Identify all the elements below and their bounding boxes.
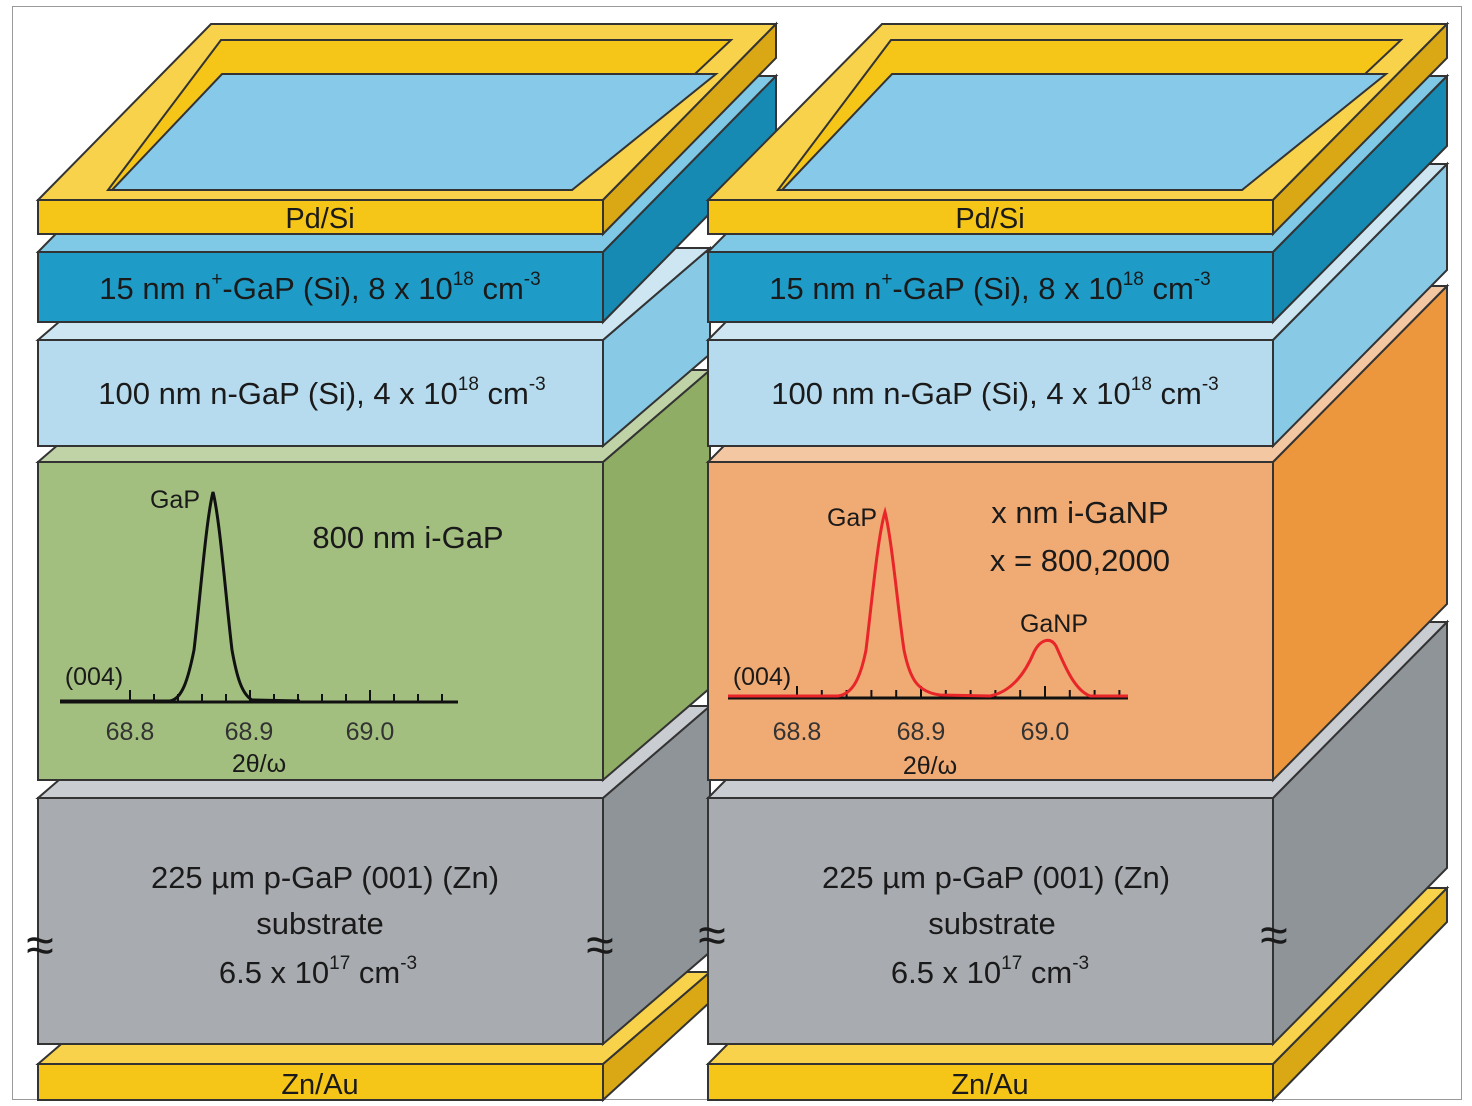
right-xrd-peak2-label: GaNP (1020, 610, 1088, 638)
left-xrd-tick-label-2: 69.0 (346, 718, 395, 746)
left-break-mark-left: ≈ (26, 917, 53, 973)
left-xrd-peak-label: GaP (150, 486, 200, 514)
right-xrd-reflection: (004) (733, 663, 791, 691)
right-top-contact: Pd/Si (705, 21, 1450, 237)
right-substrate-line2: substrate (928, 906, 1056, 941)
left-substrate-line2: substrate (256, 906, 384, 941)
right-xrd-inset: GaP GaNP (004) 68.8 68.9 69.0 2θ/ω (728, 504, 1128, 780)
right-bottom-contact-label: Zn/Au (951, 1069, 1028, 1101)
right-break-mark-right: ≈ (1260, 907, 1287, 963)
left-stack: Zn/Au 225 µm p-GaP (001) (Zn) substrate … (26, 21, 779, 1103)
left-xrd-xlabel: 2θ/ω (232, 750, 286, 778)
right-ngap-label: 100 nm n-GaP (Si), 4 x 1018 cm-3 (771, 374, 1219, 411)
left-ngap-label: 100 nm n-GaP (Si), 4 x 1018 cm-3 (98, 374, 546, 411)
right-break-mark-left: ≈ (698, 907, 725, 963)
left-bottom-contact-label: Zn/Au (281, 1069, 358, 1101)
right-substrate-line1: 225 µm p-GaP (001) (Zn) (822, 860, 1170, 895)
left-xrd-tick-label-0: 68.8 (106, 718, 155, 746)
right-intrinsic-line1: x nm i-GaNP (991, 495, 1168, 530)
left-substrate-line1: 225 µm p-GaP (001) (Zn) (151, 860, 499, 895)
left-substrate-line3: 6.5 x 1017 cm-3 (219, 953, 417, 990)
right-xrd-xlabel: 2θ/ω (903, 752, 957, 780)
left-top-contact-label: Pd/Si (285, 203, 354, 235)
left-xrd-reflection: (004) (65, 663, 123, 691)
right-xrd-tick-label-0: 68.8 (773, 718, 822, 746)
left-break-mark-right: ≈ (586, 917, 613, 973)
left-xrd-curve (60, 491, 301, 703)
left-intrinsic-label: 800 nm i-GaP (312, 520, 503, 555)
right-top-contact-label: Pd/Si (955, 203, 1024, 235)
right-intrinsic-line2: x = 800,2000 (990, 543, 1170, 578)
right-substrate-line3: 6.5 x 1017 cm-3 (891, 953, 1089, 990)
right-intrinsic-layer: x nm i-GaNP x = 800,2000 GaP GaNP (004) … (705, 283, 1450, 783)
right-xrd-tick-label-1: 68.9 (897, 718, 946, 746)
right-window (779, 73, 1389, 191)
left-xrd-tick-label-1: 68.9 (225, 718, 274, 746)
left-nplus-label: 15 nm n+-GaP (Si), 8 x 1018 cm-3 (99, 269, 540, 306)
right-xrd-peak-label: GaP (827, 504, 877, 532)
left-window (109, 73, 719, 191)
right-xrd-tick-label-2: 69.0 (1021, 718, 1070, 746)
left-xrd-inset: GaP (004) 68.8 68.9 69.0 2θ/ω (60, 486, 458, 778)
left-top-contact: Pd/Si (35, 21, 779, 237)
right-stack: Zn/Au 225 µm p-GaP (001) (Zn) substrate … (698, 21, 1450, 1103)
right-xrd-curve (728, 506, 1128, 698)
right-nplus-label: 15 nm n+-GaP (Si), 8 x 1018 cm-3 (769, 269, 1210, 306)
